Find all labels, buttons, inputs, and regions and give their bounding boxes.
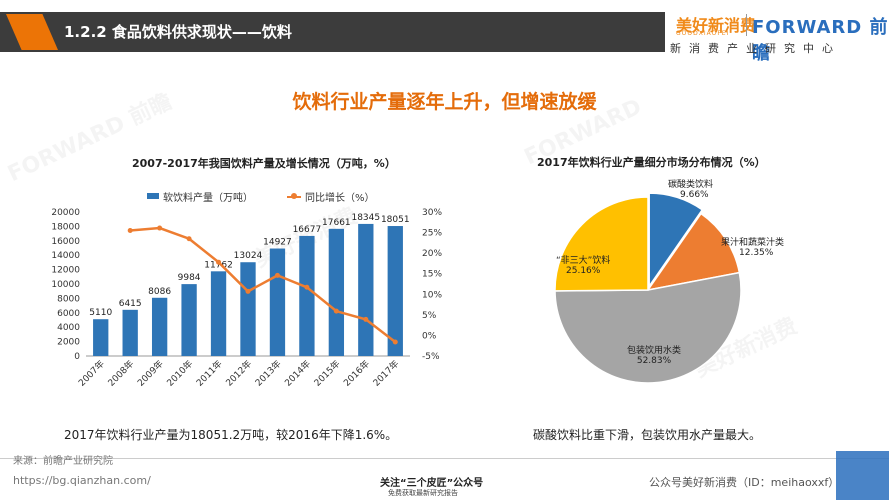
bar-value-label: 16677: [293, 225, 322, 235]
y-left-tick-label: 0: [74, 352, 80, 362]
bar-value-label: 13024: [234, 251, 263, 261]
pie-label-other-name: “非三大”饮料: [556, 256, 611, 266]
bar: [122, 309, 138, 356]
pie-label-juice-value: 12.35%: [739, 248, 774, 258]
growth-point: [333, 308, 339, 314]
bar: [151, 297, 168, 356]
y-right-tick-label: 0%: [422, 331, 437, 341]
pie-label-water: 包装饮用水类 52.83%: [627, 343, 681, 366]
y-left-tick-label: 4000: [57, 323, 80, 333]
right-chart-caption: 碳酸饮料比重下滑，包装饮用水产量最大。: [533, 428, 762, 442]
growth-point: [245, 288, 251, 294]
brand-divider: [746, 14, 747, 36]
footer-divider: [0, 458, 889, 459]
header-bar: [0, 12, 665, 52]
y-right-tick-label: 5%: [422, 311, 437, 321]
y-left-tick-label: 18000: [51, 222, 80, 232]
legend-bar-swatch: [147, 193, 159, 199]
growth-point: [304, 284, 310, 290]
bar-value-label: 5110: [89, 308, 112, 318]
y-right-tick-label: -5%: [422, 352, 440, 362]
bar-value-label: 18051: [381, 215, 410, 225]
bar-value-label: 8086: [148, 287, 171, 297]
legend-bar-label: 软饮料产量（万吨）: [163, 193, 253, 204]
page-title: 1.2.2 食品饮料供求现状——饮料: [64, 23, 292, 41]
bar: [387, 226, 403, 356]
footer-wechat-id: 公众号美好新消费（ID：meihaoxxf）: [649, 476, 840, 489]
legend-line-marker: [291, 193, 297, 199]
bar: [210, 271, 227, 356]
y-left-tick-label: 12000: [51, 266, 80, 276]
y-right-tick-label: 15%: [422, 270, 442, 280]
pie-label-water-value: 52.83%: [636, 356, 672, 366]
brand-logo-sub: GOODXIAOFEI: [676, 30, 730, 37]
bar-value-label: 18345: [351, 213, 380, 223]
y-right-tick-label: 10%: [422, 290, 442, 300]
pie-slice: [646, 212, 741, 292]
growth-point: [274, 272, 280, 278]
footer-follow-subtext: 免费获取最新研究报告: [388, 489, 458, 497]
pie-label-carbonated: 碳酸类饮料 9.66%: [668, 177, 713, 200]
growth-point: [363, 316, 369, 322]
growth-point: [127, 228, 133, 234]
y-right-tick-label: 30%: [422, 208, 442, 218]
pie-slice: [554, 271, 742, 384]
bar: [269, 248, 286, 356]
pie-label-carbonated-value: 9.66%: [680, 190, 709, 200]
corner-decoration: [836, 451, 889, 500]
left-chart-title: 2007-2017年我国饮料产量及增长情况（万吨，%）: [132, 157, 396, 170]
pie-label-water-name: 包装饮用水类: [627, 346, 682, 356]
bar-value-label: 11762: [204, 260, 233, 270]
bar: [299, 235, 315, 356]
bar: [93, 319, 109, 356]
pie-label-carbonated-name: 碳酸类饮料: [668, 180, 714, 190]
pie-label-other: “非三大”饮料 25.16%: [556, 253, 610, 276]
y-right-tick-label: 25%: [422, 229, 442, 239]
pie-slice: [554, 196, 649, 292]
pie-label-other-value: 25.16%: [566, 266, 601, 276]
brand-center-label: 新消费产业研究中心: [670, 42, 841, 55]
y-left-tick-label: 10000: [51, 280, 80, 290]
growth-point: [186, 236, 192, 242]
bar-value-label: 17661: [322, 218, 351, 228]
growth-point: [157, 225, 163, 231]
y-left-tick-label: 2000: [57, 338, 80, 348]
footer-follow-text: 关注“三个皮匠”公众号: [380, 478, 484, 489]
pie-label-juice: 果汁和蔬菜汁类 12.35%: [721, 235, 784, 258]
brand-logo-en: FORWARD 前瞻: [752, 17, 889, 64]
left-chart-caption: 2017年饮料行业产量为18051.2万吨，较2016年下降1.6%。: [64, 428, 398, 442]
growth-line: [130, 226, 397, 344]
bar: [240, 262, 256, 356]
footer-url-link[interactable]: https://bg.qianzhan.com/: [13, 474, 151, 487]
bar-value-label: 14927: [263, 238, 292, 248]
growth-point: [216, 259, 222, 265]
right-chart-title: 2017年饮料行业产量细分市场分布情况（%）: [537, 156, 766, 169]
headline: 饮料行业产量逐年上升，但增速放缓: [292, 91, 597, 113]
footer-source: 来源：前瞻产业研究院: [13, 456, 113, 467]
growth-point: [392, 339, 398, 345]
y-left-tick-label: 20000: [51, 208, 80, 218]
pie-label-juice-name: 果汁和蔬菜汁类: [721, 238, 785, 248]
bar: [328, 228, 345, 356]
legend-line-label: 同比增长（%）: [305, 193, 375, 204]
bar: [181, 284, 197, 356]
y-left-tick-label: 14000: [51, 251, 80, 261]
brand-logo-cn: 美好新消费: [676, 16, 757, 35]
y-left-tick-label: 6000: [57, 309, 80, 319]
y-left-tick-label: 8000: [57, 294, 80, 304]
bar-value-label: 6415: [119, 299, 142, 309]
bar-value-label: 9984: [178, 273, 201, 283]
y-left-tick-label: 16000: [51, 237, 80, 247]
pie-slice: [648, 192, 704, 289]
y-right-tick-label: 20%: [422, 249, 442, 259]
